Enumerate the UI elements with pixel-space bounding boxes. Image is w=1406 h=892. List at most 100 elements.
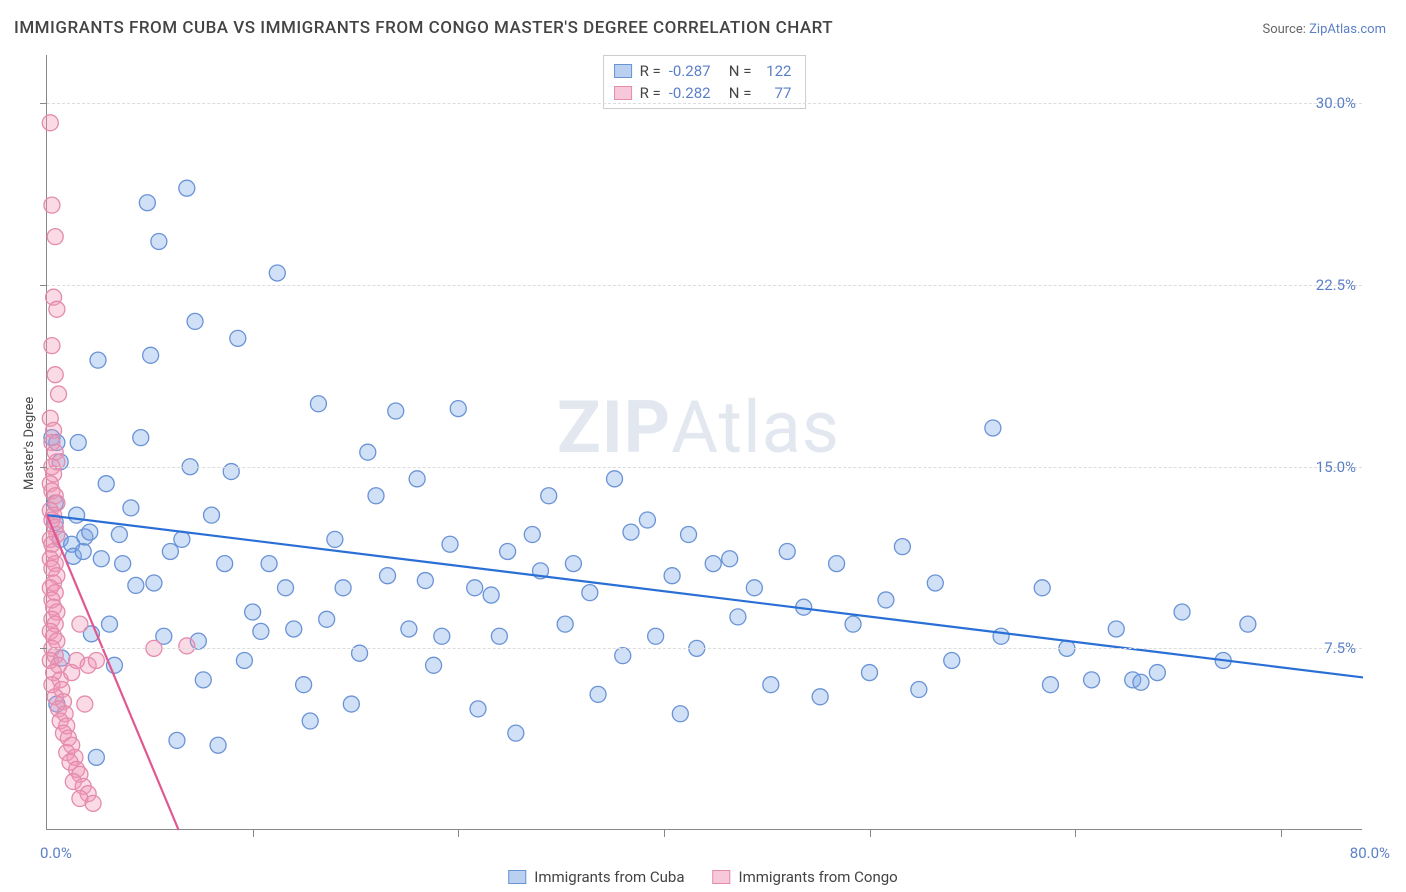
data-point	[565, 556, 581, 572]
r-value-congo: -0.282	[669, 82, 721, 104]
gridline	[47, 467, 1362, 468]
legend-swatch-cuba	[508, 870, 526, 884]
legend-swatch-congo	[614, 86, 632, 100]
data-point	[343, 696, 359, 712]
data-point	[664, 568, 680, 584]
data-point	[1042, 677, 1058, 693]
legend-item-cuba: Immigrants from Cuba	[508, 868, 684, 886]
data-point	[90, 352, 106, 368]
bottom-legend: Immigrants from Cuba Immigrants from Con…	[508, 868, 898, 886]
x-tick	[1281, 830, 1282, 837]
data-point	[98, 476, 114, 492]
data-point	[746, 580, 762, 596]
data-point	[812, 689, 828, 705]
x-tick	[253, 830, 254, 837]
data-point	[681, 527, 697, 543]
data-point	[672, 706, 688, 722]
y-tick	[40, 648, 47, 649]
data-point	[911, 682, 927, 698]
data-point	[261, 556, 277, 572]
source-prefix: Source:	[1262, 22, 1309, 37]
data-point	[730, 609, 746, 625]
data-point	[139, 195, 155, 211]
data-point	[1240, 616, 1256, 632]
data-point	[115, 556, 131, 572]
data-point	[204, 507, 220, 523]
data-point	[1034, 580, 1050, 596]
r-label: R =	[640, 60, 661, 82]
data-point	[491, 628, 507, 644]
data-point	[705, 556, 721, 572]
data-point	[82, 524, 98, 540]
data-point	[230, 330, 246, 346]
data-point	[401, 621, 417, 637]
y-tick-label: 7.5%	[1324, 639, 1356, 657]
data-point	[69, 507, 85, 523]
plot-area: ZIPAtlas R = -0.287 N = 122 R = -0.282 N…	[46, 55, 1362, 830]
data-point	[541, 488, 557, 504]
gridline	[47, 648, 1362, 649]
gridline	[47, 103, 1362, 104]
data-point	[174, 531, 190, 547]
x-tick	[664, 830, 665, 837]
y-tick-label: 30.0%	[1316, 94, 1356, 112]
data-point	[88, 652, 104, 668]
data-point	[524, 527, 540, 543]
gridline	[47, 285, 1362, 286]
data-point	[985, 420, 1001, 436]
legend-swatch-cuba	[614, 64, 632, 78]
data-point	[763, 677, 779, 693]
data-point	[944, 652, 960, 668]
data-point	[169, 732, 185, 748]
x-origin-label: 0.0%	[40, 844, 72, 862]
y-tick	[40, 467, 47, 468]
y-tick-label: 22.5%	[1316, 276, 1356, 294]
x-tick	[870, 830, 871, 837]
y-tick	[40, 285, 47, 286]
data-point	[47, 229, 63, 245]
y-tick-label: 15.0%	[1316, 458, 1356, 476]
data-point	[508, 725, 524, 741]
data-point	[70, 435, 86, 451]
data-point	[128, 577, 144, 593]
stats-row-congo: R = -0.282 N = 77	[614, 82, 792, 104]
data-point	[133, 430, 149, 446]
legend-label-congo: Immigrants from Congo	[739, 868, 898, 886]
data-point	[417, 573, 433, 589]
data-point	[296, 677, 312, 693]
data-point	[607, 471, 623, 487]
legend-swatch-congo	[713, 870, 731, 884]
data-point	[862, 665, 878, 681]
data-point	[582, 585, 598, 601]
data-point	[146, 575, 162, 591]
data-point	[42, 115, 58, 131]
data-point	[1108, 621, 1124, 637]
data-point	[236, 652, 252, 668]
source-link[interactable]: ZipAtlas.com	[1309, 22, 1386, 37]
y-axis-label: Master's Degree	[22, 397, 37, 490]
x-max-label: 80.0%	[1350, 844, 1390, 862]
data-point	[648, 628, 664, 644]
data-point	[49, 301, 65, 317]
source-attribution: Source: ZipAtlas.com	[1262, 22, 1386, 37]
data-point	[1133, 674, 1149, 690]
data-point	[1149, 665, 1165, 681]
data-point	[639, 512, 655, 528]
r-value-cuba: -0.287	[669, 60, 721, 82]
data-point	[143, 347, 159, 363]
data-point	[894, 539, 910, 555]
data-point	[269, 265, 285, 281]
scatter-chart	[47, 55, 1362, 829]
data-point	[1174, 604, 1190, 620]
data-point	[388, 403, 404, 419]
n-value-congo: 77	[759, 82, 791, 104]
legend-item-congo: Immigrants from Congo	[713, 868, 898, 886]
data-point	[93, 551, 109, 567]
data-point	[483, 587, 499, 603]
data-point	[286, 621, 302, 637]
data-point	[72, 616, 88, 632]
data-point	[722, 551, 738, 567]
data-point	[829, 556, 845, 572]
data-point	[210, 737, 226, 753]
data-point	[623, 524, 639, 540]
